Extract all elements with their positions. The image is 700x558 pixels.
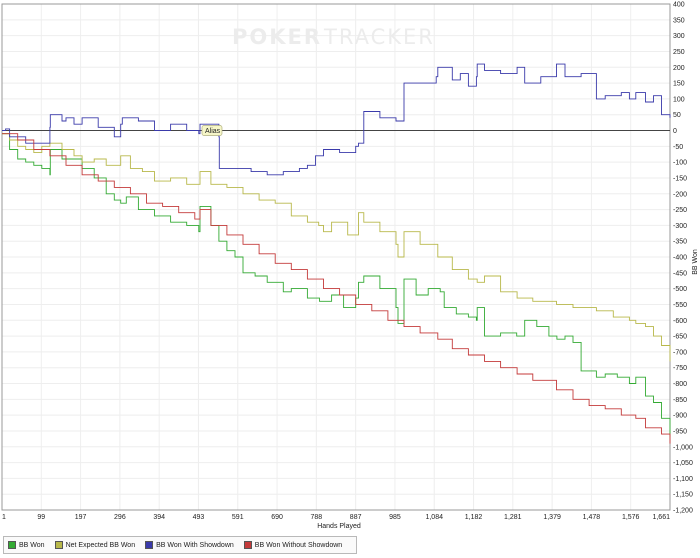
series-line-bb-won-with-showdown — [2, 63, 671, 176]
y-tick-label: -950 — [673, 428, 687, 435]
legend-item-net-expected-bb-won[interactable]: Net Expected BB Won — [54, 541, 136, 549]
x-tick-label: 591 — [232, 514, 244, 521]
x-tick-label: 99 — [37, 514, 45, 521]
y-tick-label: -50 — [673, 144, 683, 151]
x-tick-label: 887 — [350, 514, 362, 521]
y-tick-label: -600 — [673, 318, 687, 325]
y-tick-label: -550 — [673, 302, 687, 309]
x-tick-label: 1,576 — [622, 514, 640, 521]
y-tick-label: -1,200 — [673, 508, 693, 515]
x-tick-label: 690 — [271, 514, 283, 521]
y-tick-label: 200 — [673, 65, 685, 72]
alias-label: Alias — [205, 128, 221, 135]
alias-annotation[interactable]: Alias — [201, 125, 223, 136]
x-tick-label: 1,379 — [543, 514, 561, 521]
y-axis: 400 350 300 250 200 150 100 50 0 -50 -100 -150 -200 -… — [673, 2, 693, 515]
legend-swatch — [243, 541, 252, 549]
series-line-bb-won — [2, 133, 671, 438]
y-tick-label: -1,150 — [673, 492, 693, 499]
y-tick-label: -100 — [673, 160, 687, 167]
y-tick-label: 0 — [673, 128, 677, 135]
x-tick-label: 197 — [75, 514, 87, 521]
y-tick-label: 300 — [673, 33, 685, 40]
legend-item-bb-won-with-showdown[interactable]: BB Won With Showdown — [145, 541, 234, 549]
y-tick-label: 250 — [673, 49, 685, 56]
x-tick-label: 1,478 — [583, 514, 601, 521]
y-tick-label: 150 — [673, 81, 685, 88]
y-tick-label: -300 — [673, 223, 687, 230]
y-tick-label: 400 — [673, 2, 685, 9]
y-tick-label: 350 — [673, 17, 685, 24]
y-tick-label: -150 — [673, 175, 687, 182]
series-layer — [2, 63, 671, 444]
legend-label: Net Expected BB Won — [65, 541, 136, 549]
y-axis-label: BB Won — [692, 249, 699, 275]
legend-swatch — [8, 541, 16, 549]
y-tick-label: -1,050 — [673, 460, 693, 467]
legend-swatch — [54, 541, 63, 549]
y-tick-label: 100 — [673, 96, 685, 103]
x-tick-label: 1,661 — [652, 514, 670, 521]
y-tick-label: -250 — [673, 207, 687, 214]
plot-area — [1, 3, 671, 511]
legend-label: BB Won — [19, 541, 45, 549]
y-tick-label: -400 — [673, 255, 687, 262]
legend-label: BB Won Without Showdown — [254, 541, 343, 549]
x-tick-label: 788 — [311, 514, 323, 521]
x-tick-label: 1,084 — [425, 514, 443, 521]
x-axis-label: Hands Played — [317, 523, 361, 530]
x-tick-label: 985 — [389, 514, 401, 521]
series-line-bb-won-without-showdown — [2, 133, 671, 444]
y-tick-label: -800 — [673, 381, 687, 388]
watermark-bold: POKER — [232, 25, 322, 49]
y-tick-label: -350 — [673, 239, 687, 246]
legend: BB Won Net Expected BB Won BB Won With Sho… — [3, 536, 358, 554]
legend-swatch — [145, 541, 154, 549]
y-tick-label: -1,000 — [673, 444, 693, 451]
x-tick-label: 296 — [114, 514, 126, 521]
x-tick-label: 394 — [153, 514, 165, 521]
legend-label: BB Won With Showdown — [156, 541, 234, 549]
y-tick-label: -750 — [673, 365, 687, 372]
watermark: POKER TRACKER — [232, 25, 435, 49]
y-tick-label: -200 — [673, 191, 687, 198]
x-tick-label: 1,182 — [465, 514, 483, 521]
x-axis: 1 99 197 296 394 493 591 690 788 887 985 1,084 1,182… — [2, 514, 670, 521]
y-tick-label: -500 — [673, 286, 687, 293]
series-line-net-expected-bb-won — [2, 133, 671, 362]
y-tick-label: -450 — [673, 270, 687, 277]
x-tick-label: 1 — [2, 514, 6, 521]
x-tick-label: 1,281 — [504, 514, 522, 521]
watermark-light: TRACKER — [323, 25, 435, 49]
y-tick-label: -1,100 — [673, 476, 693, 483]
y-tick-label: -900 — [673, 413, 687, 420]
y-tick-label: -700 — [673, 349, 687, 356]
legend-item-bb-won-without-showdown[interactable]: BB Won Without Showdown — [243, 541, 343, 549]
grid — [1, 3, 671, 511]
alias-tooltip-box — [201, 125, 223, 136]
y-tick-label: -650 — [673, 334, 687, 341]
x-tick-label: 493 — [193, 514, 205, 521]
y-tick-label: -850 — [673, 397, 687, 404]
legend-item-bb-won[interactable]: BB Won — [8, 541, 45, 549]
y-tick-label: 50 — [673, 112, 681, 119]
